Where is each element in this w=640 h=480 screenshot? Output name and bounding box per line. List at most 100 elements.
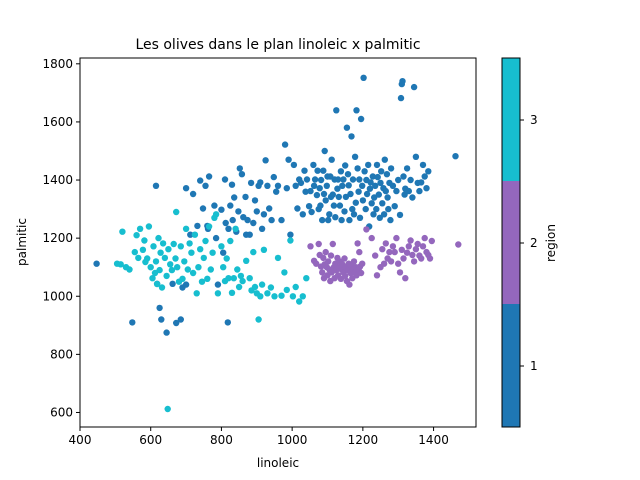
data-point-region-3: [223, 255, 230, 262]
data-point-region-3: [131, 248, 138, 256]
data-point-region-1: [375, 191, 382, 198]
x-tick-label: 1000: [277, 433, 308, 447]
data-point-region-3: [156, 266, 163, 274]
data-point-region-1: [317, 202, 324, 209]
data-point-region-1: [187, 231, 194, 238]
data-point-region-1: [283, 185, 290, 192]
data-point-region-3: [189, 269, 197, 277]
data-point-region-1: [367, 179, 374, 186]
data-point-region-2: [393, 234, 400, 242]
data-point-region-1: [393, 187, 400, 195]
data-point-region-2: [341, 255, 348, 262]
data-point-region-1: [236, 165, 243, 172]
data-point-region-1: [405, 187, 412, 195]
data-point-region-2: [418, 255, 425, 262]
data-point-region-1: [93, 260, 100, 267]
data-point-region-1: [152, 182, 160, 189]
data-point-region-2: [350, 258, 358, 265]
data-point-region-3: [177, 243, 184, 250]
data-point-region-2: [409, 251, 416, 259]
data-point-region-3: [141, 237, 148, 244]
data-point-region-3: [193, 290, 200, 297]
x-axis-label: linoleic: [257, 456, 299, 470]
data-point-region-3: [168, 266, 176, 274]
data-point-region-2: [357, 269, 365, 277]
data-point-region-3: [230, 275, 237, 282]
data-point-region-1: [378, 168, 385, 175]
data-point-region-1: [351, 153, 359, 160]
data-point-region-2: [414, 240, 421, 248]
data-point-region-2: [380, 260, 388, 267]
data-point-region-1: [229, 216, 236, 224]
data-point-region-1: [156, 304, 163, 312]
data-point-region-2: [320, 254, 327, 262]
data-point-region-3: [191, 231, 199, 238]
data-point-region-1: [328, 156, 335, 163]
data-point-region-1: [407, 176, 414, 184]
data-point-region-3: [299, 293, 306, 300]
data-point-region-2: [372, 252, 379, 259]
data-point-region-1: [290, 161, 298, 169]
data-point-region-1: [333, 107, 340, 114]
data-point-region-2: [307, 243, 314, 250]
y-tick-label: 800: [50, 347, 73, 361]
data-point-region-3: [182, 225, 190, 232]
data-point-region-3: [153, 280, 161, 288]
data-point-region-3: [258, 281, 266, 288]
data-point-region-3: [149, 275, 156, 282]
data-point-region-1: [329, 191, 336, 198]
data-point-region-1: [382, 187, 389, 195]
data-point-region-1: [410, 83, 418, 91]
data-point-region-1: [361, 168, 368, 175]
data-point-region-1: [342, 162, 349, 169]
x-axis-ticks: 400 600 800 1000 1200 1400: [69, 427, 449, 447]
data-point-region-1: [246, 231, 253, 238]
data-point-region-1: [356, 176, 363, 183]
data-point-region-2: [359, 260, 366, 267]
data-point-region-1: [158, 316, 165, 323]
data-point-region-1: [214, 281, 222, 288]
data-point-region-1: [359, 182, 366, 189]
data-point-region-1: [423, 185, 430, 192]
data-point-region-3: [202, 237, 209, 245]
data-point-region-1: [409, 194, 416, 201]
data-point-region-3: [260, 246, 268, 253]
data-point-region-1: [199, 205, 207, 212]
data-point-region-1: [238, 171, 246, 178]
data-point-region-3: [181, 258, 188, 265]
data-point-region-3: [170, 240, 177, 248]
x-tick-label: 1200: [348, 433, 379, 447]
data-point-region-2: [346, 281, 353, 288]
data-point-region-2: [382, 240, 389, 247]
data-point-region-3: [214, 290, 222, 297]
data-point-region-3: [243, 257, 250, 264]
data-point-region-1: [129, 319, 136, 326]
data-point-region-1: [347, 190, 354, 198]
data-point-region-1: [348, 133, 355, 140]
data-point-region-2: [313, 260, 320, 267]
data-point-region-3: [296, 298, 303, 305]
data-point-region-1: [177, 316, 184, 323]
data-point-region-1: [313, 191, 321, 199]
data-point-region-1: [373, 161, 381, 169]
data-point-region-1: [266, 205, 273, 212]
data-point-region-3: [267, 284, 275, 291]
data-point-region-1: [353, 107, 360, 114]
data-point-region-1: [285, 156, 292, 163]
data-point-region-1: [399, 78, 406, 85]
data-point-region-1: [363, 190, 371, 198]
data-point-region-1: [421, 173, 428, 180]
x-tick-label: 800: [210, 433, 233, 447]
data-point-region-2: [368, 234, 375, 242]
data-point-region-3: [287, 237, 294, 244]
data-point-region-1: [205, 173, 213, 180]
data-point-region-2: [398, 246, 405, 253]
data-point-region-1: [303, 176, 311, 183]
data-point-region-1: [228, 181, 236, 188]
data-point-region-3: [135, 254, 142, 262]
colorbar-segment-2: [502, 181, 520, 304]
colorbar-tick-label-2: 2: [530, 236, 538, 250]
y-tick-label: 1200: [42, 231, 73, 245]
plot-area: 400 600 800 1000 1200 1400 600 800 1000 1200 1400…: [42, 57, 477, 447]
